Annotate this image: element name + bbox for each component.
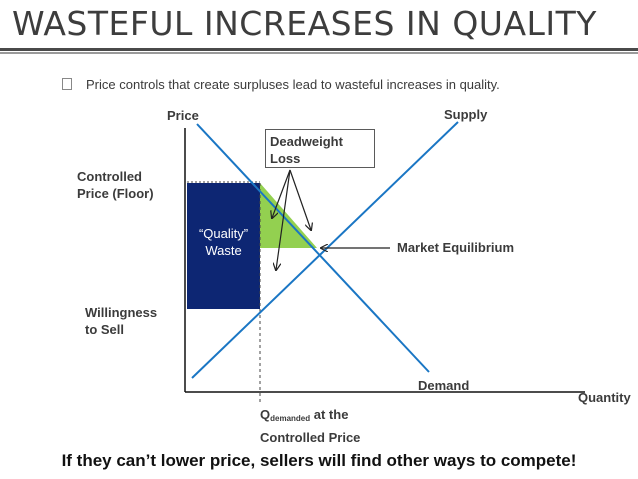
willingness-to-sell-label: Willingness to Sell (85, 304, 157, 338)
controlled-price-line-2: Price (Floor) (77, 186, 154, 201)
dwl-arrow-to-triangle (289, 169, 311, 230)
slide-title: WASTEFUL INCREASES IN QUALITY (12, 4, 597, 43)
willingness-line-2: to Sell (85, 322, 125, 337)
controlled-price-label: Controlled Price (Floor) (77, 168, 154, 202)
bullet-point: Price controls that create surpluses lea… (62, 77, 500, 92)
bottom-caption: If they can’t lower price, sellers will … (61, 451, 577, 470)
quality-waste-label: “Quality” Waste (187, 225, 260, 259)
deadweight-loss-label: Deadweight Loss (265, 129, 375, 168)
q-demanded-label: Qdemanded at the Controlled Price (260, 405, 360, 447)
demand-label: Demand (418, 378, 470, 393)
quality-waste-area (187, 183, 260, 309)
q-demanded-line-1: Qdemanded at the (260, 407, 349, 423)
dwl-arrow-to-lower (276, 169, 291, 270)
deadweight-loss-lower (260, 248, 317, 309)
dwl-arrow-to-upper (272, 169, 291, 218)
market-equilibrium-label: Market Equilibrium (397, 240, 515, 255)
demand-curve (196, 123, 430, 373)
dwl-line-1: Deadweight (270, 134, 343, 149)
q-demanded-subscript: demanded (270, 414, 311, 423)
quantity-axis-label: Quantity (578, 390, 631, 405)
dwl-line-2: Loss (270, 151, 301, 166)
bullet-text: Price controls that create surpluses lea… (86, 77, 500, 92)
bullet-icon (62, 78, 72, 90)
quality-waste-line-1: “Quality” (198, 226, 249, 241)
q-demanded-line-2: Controlled Price (260, 430, 361, 445)
controlled-price-line-1: Controlled (77, 169, 142, 184)
willingness-line-1: Willingness (85, 305, 158, 320)
title-underline (0, 48, 638, 55)
deadweight-loss-upper (260, 183, 317, 248)
quality-waste-line-2: Waste (205, 243, 242, 258)
supply-label: Supply (444, 107, 488, 122)
price-axis-label: Price (167, 108, 199, 123)
